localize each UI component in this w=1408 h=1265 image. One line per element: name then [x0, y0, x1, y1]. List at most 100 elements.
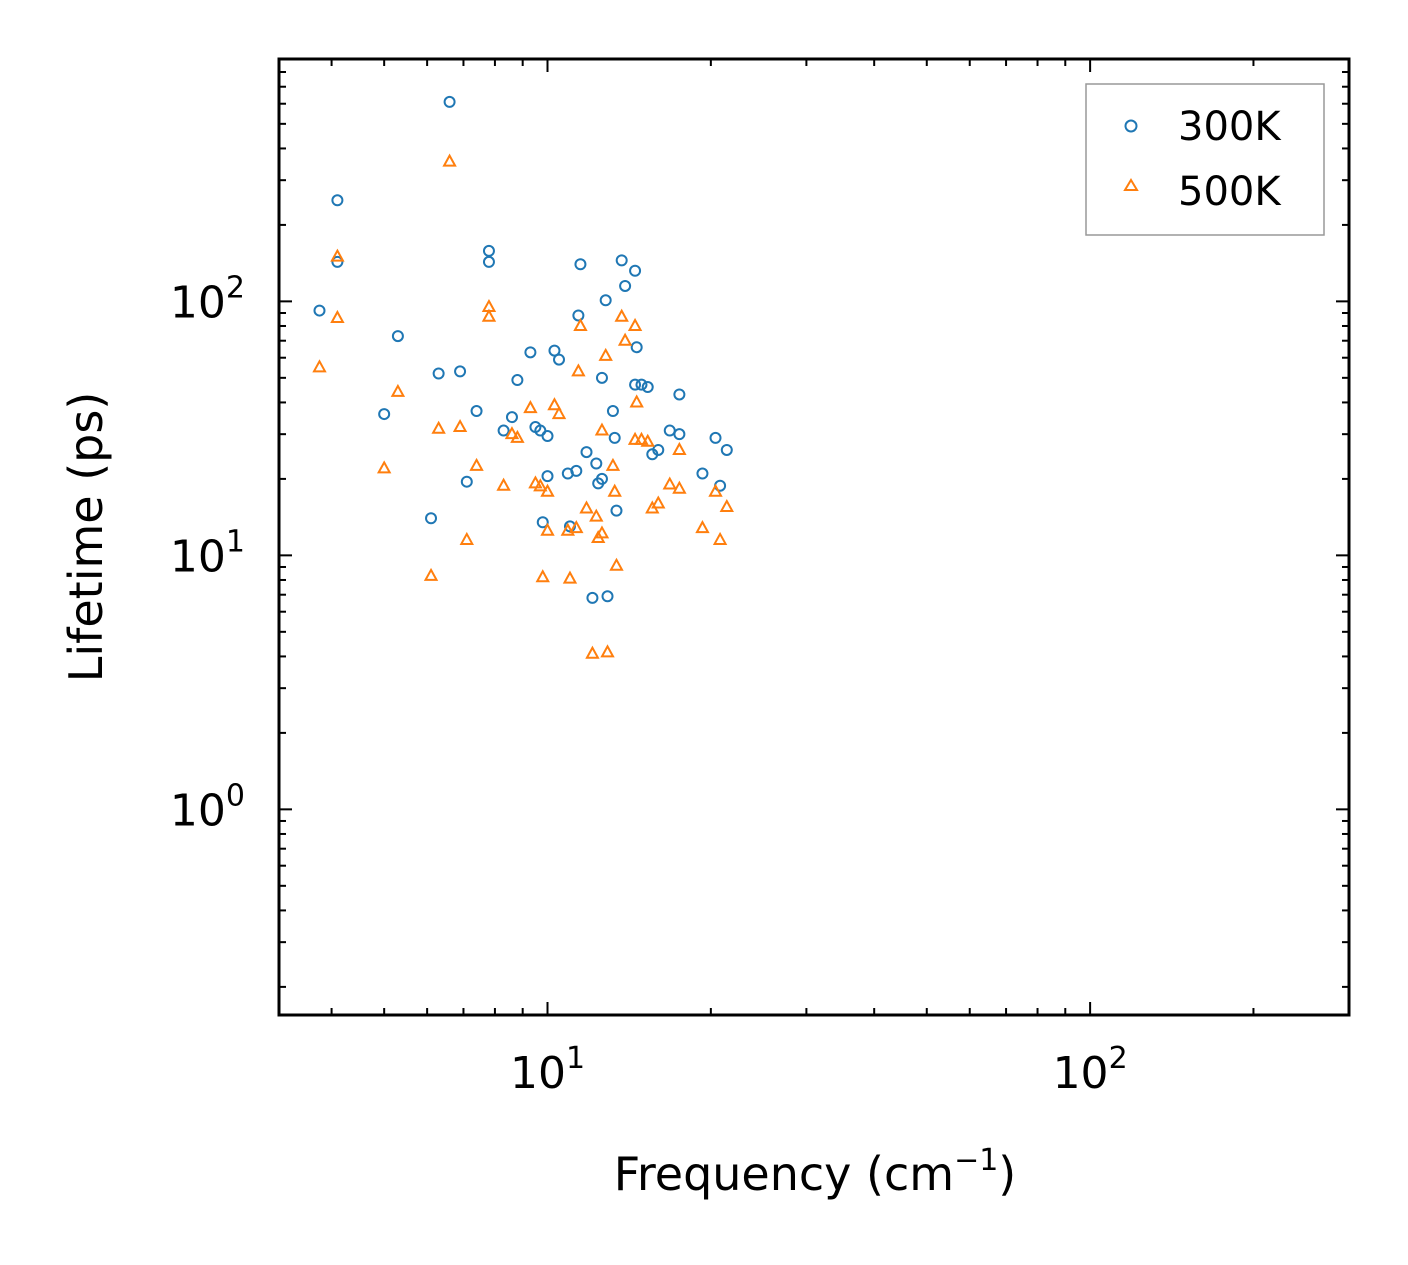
point-500k — [481, 308, 497, 322]
legend-marker-500k — [1123, 178, 1139, 191]
point-500k — [535, 569, 550, 583]
point-300k — [619, 279, 632, 292]
point-300k — [595, 472, 608, 485]
point-500k — [651, 495, 666, 509]
point-500k — [423, 567, 439, 581]
point-300k — [595, 371, 608, 384]
point-300k — [696, 467, 709, 480]
point-300k — [570, 464, 583, 477]
y-tick-label: 100 — [170, 778, 245, 836]
legend-label-300k: 300K — [1178, 104, 1282, 150]
point-500k — [551, 405, 567, 420]
point-300k — [391, 330, 404, 343]
point-500k — [330, 309, 345, 324]
point-500k — [523, 400, 538, 414]
point-300k — [673, 428, 686, 441]
point-300k — [536, 516, 549, 529]
point-500k — [634, 431, 649, 445]
point-500k — [533, 478, 548, 492]
point-300k — [606, 405, 619, 418]
point-300k — [630, 341, 643, 354]
point-300k — [497, 424, 510, 437]
point-300k — [470, 405, 483, 418]
point-300k — [331, 255, 344, 268]
point-500k — [607, 483, 622, 497]
point-300k — [524, 346, 537, 359]
series-300k-points — [313, 95, 733, 604]
point-300k — [482, 244, 495, 257]
point-500k — [672, 480, 687, 494]
point-500k — [598, 347, 613, 361]
point-500k — [571, 363, 586, 377]
point-300k — [511, 374, 524, 387]
point-300k — [541, 470, 554, 483]
point-300k — [629, 264, 642, 277]
point-300k — [574, 258, 587, 271]
point-300k — [432, 367, 445, 380]
point-300k — [425, 512, 438, 525]
point-500k — [452, 418, 468, 433]
point-500k — [594, 422, 610, 436]
point-500k — [712, 531, 728, 545]
x-tick-label: 102 — [1053, 1041, 1128, 1099]
point-500k — [540, 522, 555, 536]
point-500k — [573, 317, 588, 331]
x-axis-title: Frequency (cm−1) — [614, 1143, 1017, 1201]
point-300k — [313, 304, 326, 317]
point-500k — [504, 426, 520, 440]
point-300k — [610, 504, 623, 517]
point-500k — [312, 359, 327, 373]
point-300k — [599, 294, 612, 307]
legend: 300K 500K — [1085, 83, 1325, 236]
series-500k-points — [312, 153, 734, 659]
point-300k — [652, 443, 665, 456]
point-500k — [579, 500, 594, 514]
point-300k — [580, 446, 593, 459]
point-300k — [709, 431, 722, 444]
point-300k — [460, 475, 473, 488]
y-tick-label: 102 — [170, 270, 245, 328]
point-500k — [629, 394, 644, 408]
point-500k — [695, 520, 710, 534]
point-500k — [605, 457, 621, 471]
point-300k — [548, 344, 561, 357]
point-300k — [553, 353, 566, 366]
point-500k — [469, 457, 484, 471]
point-500k — [431, 420, 446, 434]
point-300k — [608, 431, 621, 444]
point-300k — [590, 457, 603, 470]
point-500k — [560, 522, 576, 536]
point-500k — [376, 460, 392, 474]
point-500k — [640, 433, 655, 447]
point-500k — [390, 383, 406, 397]
point-500k — [330, 248, 345, 262]
point-500k — [569, 520, 584, 534]
point-300k — [673, 388, 686, 401]
point-500k — [627, 317, 643, 331]
x-axis-title-close: ) — [998, 1147, 1016, 1201]
tick-labels: 101 102 100 101 102 — [170, 270, 1128, 1099]
point-300k — [454, 365, 467, 378]
point-300k — [443, 95, 456, 108]
point-500k — [562, 570, 578, 584]
point-500k — [614, 308, 629, 322]
point-500k — [594, 525, 610, 539]
point-300k — [378, 408, 391, 421]
point-500k — [589, 508, 604, 522]
point-500k — [719, 498, 734, 513]
point-500k — [600, 644, 615, 658]
point-500k — [547, 397, 562, 411]
point-500k — [496, 477, 511, 491]
point-500k — [662, 476, 677, 490]
x-axis-title-superscript: −1 — [954, 1143, 998, 1178]
point-300k — [505, 411, 518, 424]
point-500k — [609, 557, 624, 571]
point-500k — [540, 483, 555, 497]
plot-frame — [277, 57, 1351, 1017]
point-300k — [601, 590, 614, 603]
point-300k — [586, 591, 599, 604]
point-300k — [482, 255, 495, 268]
point-300k — [541, 430, 554, 443]
point-300k — [572, 309, 585, 322]
